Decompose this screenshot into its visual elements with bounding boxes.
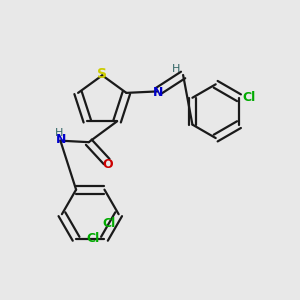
Text: H: H <box>55 128 64 138</box>
Text: Cl: Cl <box>87 232 100 245</box>
Text: N: N <box>153 86 163 99</box>
Text: O: O <box>103 158 113 171</box>
Text: S: S <box>97 67 107 81</box>
Text: N: N <box>56 133 66 146</box>
Text: Cl: Cl <box>243 91 256 104</box>
Text: Cl: Cl <box>102 217 116 230</box>
Text: H: H <box>171 64 180 74</box>
